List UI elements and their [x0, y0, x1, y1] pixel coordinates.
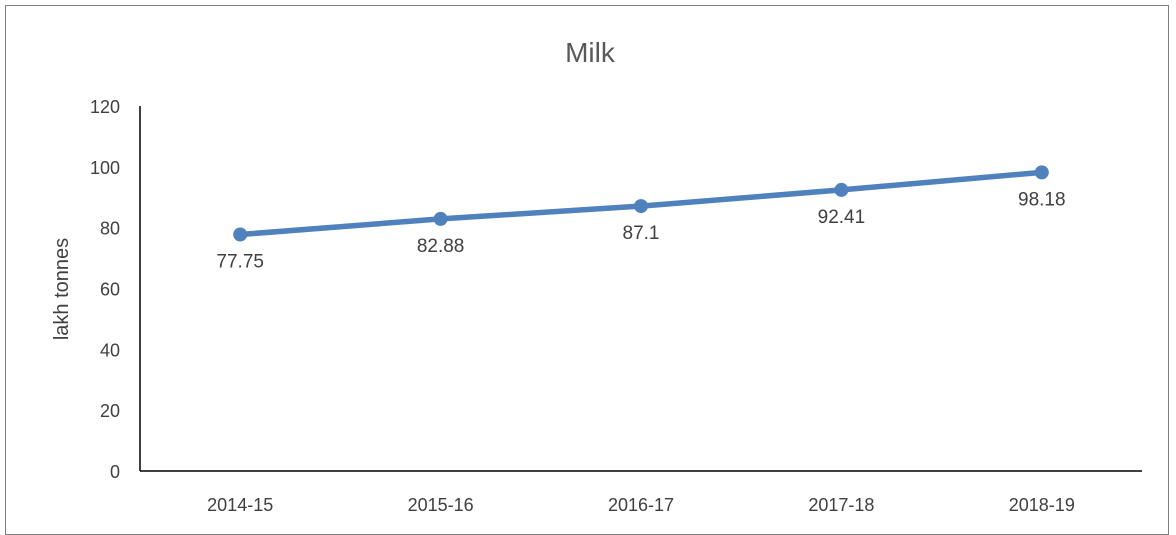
y-tick-label: 40	[100, 340, 120, 360]
data-point	[433, 211, 448, 226]
y-tick-label: 60	[100, 280, 120, 300]
data-point	[1034, 165, 1049, 180]
y-tick-labels: 0 20 40 60 80 100 120	[90, 97, 120, 482]
data-label: 77.75	[216, 252, 264, 273]
data-label: 98.18	[1018, 189, 1066, 210]
chart-frame	[5, 5, 1169, 535]
x-tick-label: 2015-16	[408, 495, 474, 515]
x-tick-labels: 2014-15 2015-16 2016-17 2017-18 2018-19	[207, 495, 1075, 515]
data-point	[233, 227, 248, 242]
x-tick-label: 2016-17	[608, 495, 674, 515]
data-point	[834, 182, 849, 197]
x-tick-label: 2018-19	[1009, 495, 1075, 515]
y-tick-label: 20	[100, 401, 120, 421]
data-point	[634, 199, 648, 214]
y-axis-label: lakh tonnes	[51, 238, 73, 340]
chart-title: Milk	[565, 37, 616, 68]
axes	[139, 106, 1142, 472]
data-label: 82.88	[417, 236, 465, 257]
y-tick-label: 120	[90, 97, 120, 117]
y-tick-label: 100	[90, 158, 120, 178]
data-labels: 77.75 82.88 87.1 92.41 98.18	[216, 189, 1065, 272]
y-tick-label: 80	[100, 219, 120, 239]
data-label: 87.1	[623, 223, 660, 244]
data-points	[233, 165, 1049, 242]
x-tick-label: 2014-15	[207, 495, 273, 515]
x-tick-label: 2017-18	[808, 495, 874, 515]
data-label: 92.41	[818, 207, 866, 228]
y-tick-label: 0	[110, 462, 120, 482]
